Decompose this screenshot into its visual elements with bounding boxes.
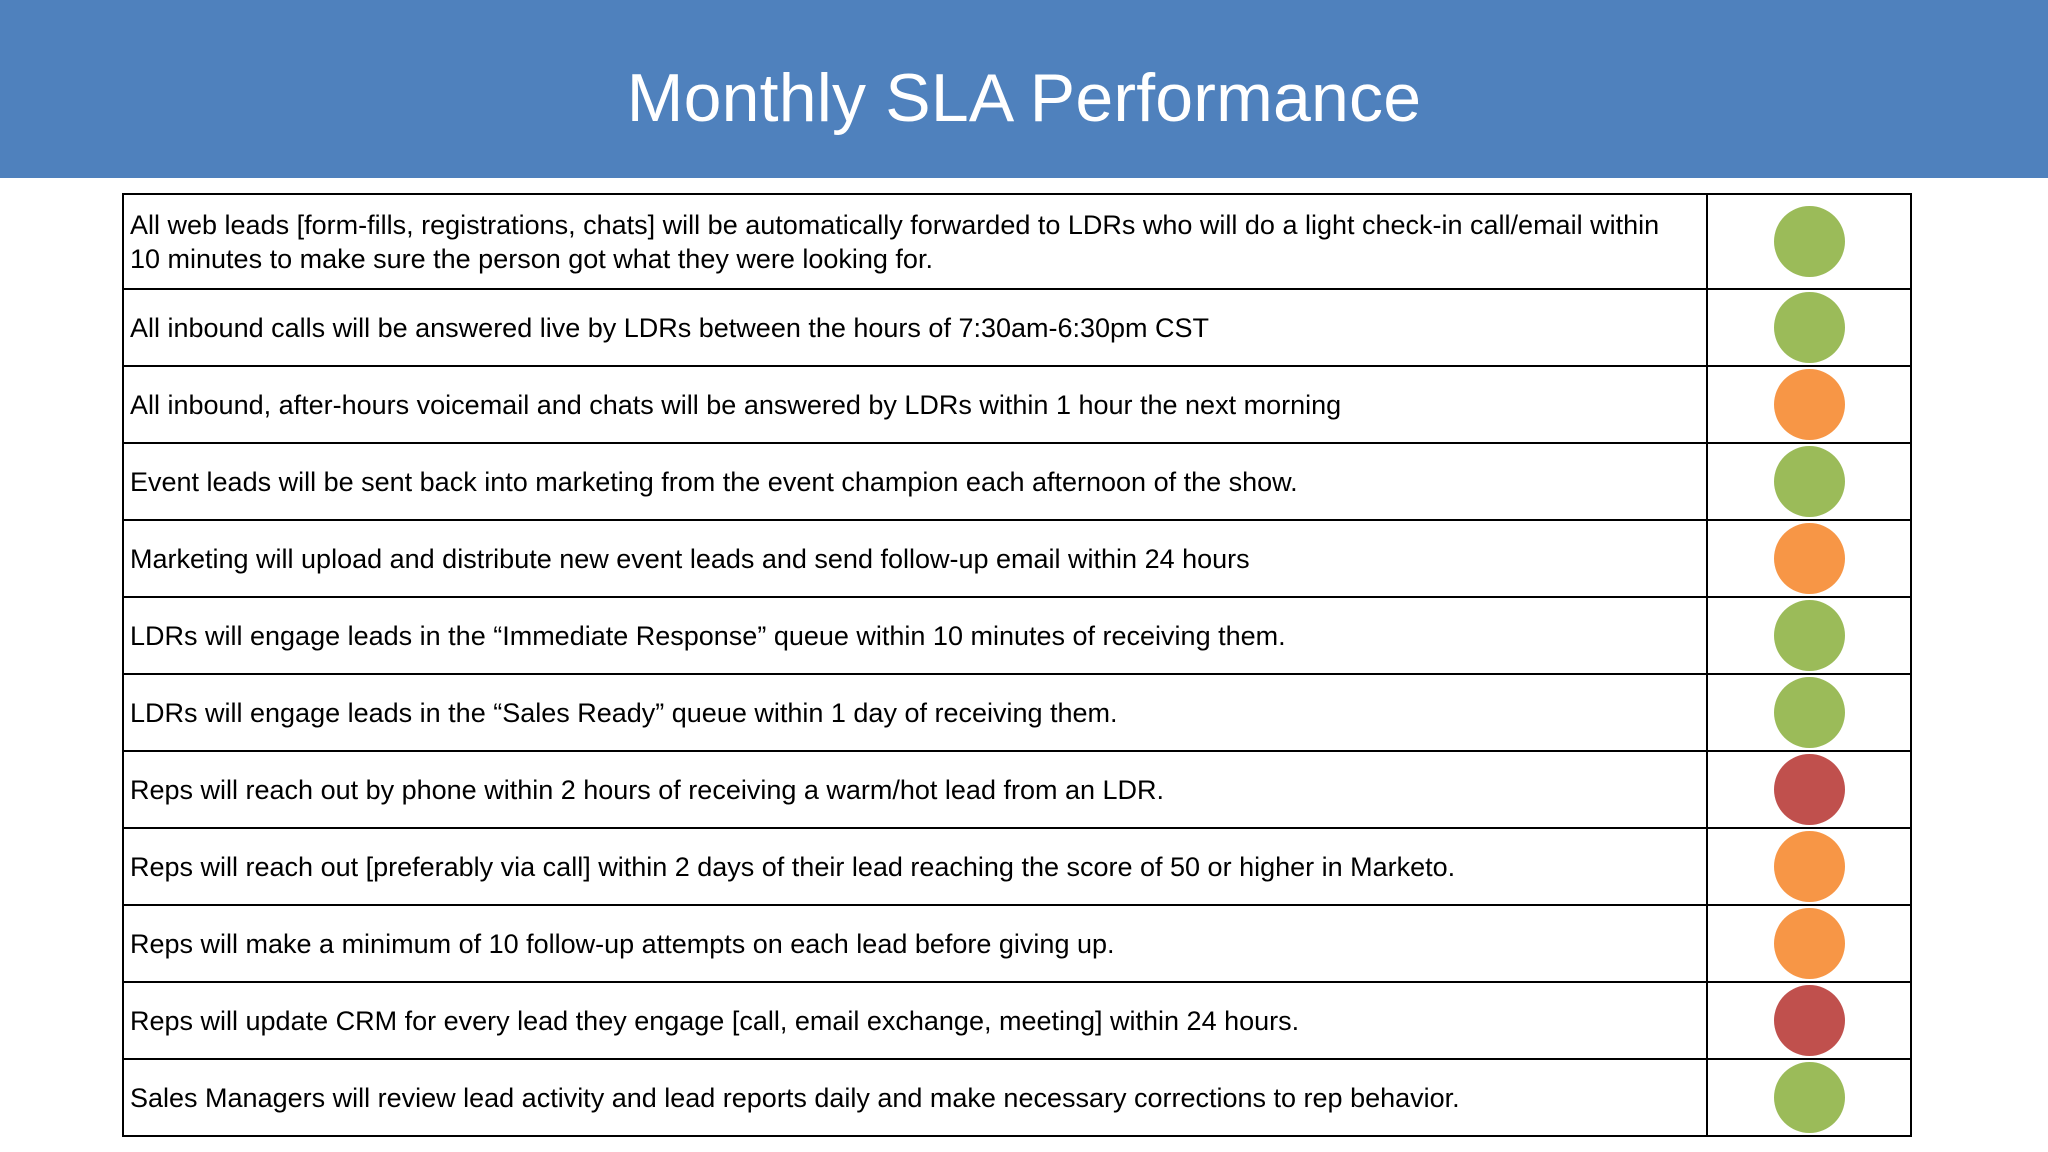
sla-row: Marketing will upload and distribute new… xyxy=(122,519,1912,598)
status-cell xyxy=(1706,750,1912,829)
sla-description: LDRs will engage leads in the “Immediate… xyxy=(122,596,1708,675)
status-indicator-icon xyxy=(1773,600,1845,671)
title-banner: Monthly SLA Performance xyxy=(0,0,2048,178)
status-indicator-icon xyxy=(1773,292,1845,363)
status-indicator-icon xyxy=(1773,754,1845,825)
sla-row: LDRs will engage leads in the “Immediate… xyxy=(122,596,1912,675)
status-indicator-icon xyxy=(1773,985,1845,1056)
sla-description: Reps will update CRM for every lead they… xyxy=(122,981,1708,1060)
status-cell xyxy=(1706,288,1912,367)
status-cell xyxy=(1706,519,1912,598)
status-cell xyxy=(1706,442,1912,521)
sla-description: Reps will make a minimum of 10 follow-up… xyxy=(122,904,1708,983)
status-cell xyxy=(1706,193,1912,290)
status-indicator-icon xyxy=(1773,446,1845,517)
status-indicator-icon xyxy=(1773,1062,1845,1133)
status-indicator-icon xyxy=(1773,677,1845,748)
sla-description: Marketing will upload and distribute new… xyxy=(122,519,1708,598)
sla-description: All inbound, after-hours voicemail and c… xyxy=(122,365,1708,444)
sla-description: LDRs will engage leads in the “Sales Rea… xyxy=(122,673,1708,752)
status-cell xyxy=(1706,827,1912,906)
sla-row: Reps will reach out by phone within 2 ho… xyxy=(122,750,1912,829)
status-indicator-icon xyxy=(1773,206,1845,277)
status-cell xyxy=(1706,365,1912,444)
sla-row: LDRs will engage leads in the “Sales Rea… xyxy=(122,673,1912,752)
sla-row: All web leads [form-fills, registrations… xyxy=(122,193,1912,290)
sla-description: Sales Managers will review lead activity… xyxy=(122,1058,1708,1137)
sla-row: Reps will update CRM for every lead they… xyxy=(122,981,1912,1060)
status-cell xyxy=(1706,673,1912,752)
status-indicator-icon xyxy=(1773,831,1845,902)
sla-description: Event leads will be sent back into marke… xyxy=(122,442,1708,521)
sla-description: All web leads [form-fills, registrations… xyxy=(122,193,1708,290)
sla-row: Reps will reach out [preferably via call… xyxy=(122,827,1912,906)
status-indicator-icon xyxy=(1773,523,1845,594)
sla-description: All inbound calls will be answered live … xyxy=(122,288,1708,367)
sla-row: All inbound, after-hours voicemail and c… xyxy=(122,365,1912,444)
slide-title: Monthly SLA Performance xyxy=(626,60,1422,136)
sla-row: Reps will make a minimum of 10 follow-up… xyxy=(122,904,1912,983)
sla-description: Reps will reach out [preferably via call… xyxy=(122,827,1708,906)
sla-table: All web leads [form-fills, registrations… xyxy=(122,193,1912,1137)
sla-row: Sales Managers will review lead activity… xyxy=(122,1058,1912,1137)
status-cell xyxy=(1706,981,1912,1060)
sla-row: Event leads will be sent back into marke… xyxy=(122,442,1912,521)
status-indicator-icon xyxy=(1773,908,1845,979)
status-indicator-icon xyxy=(1773,369,1845,440)
status-cell xyxy=(1706,1058,1912,1137)
status-cell xyxy=(1706,904,1912,983)
sla-row: All inbound calls will be answered live … xyxy=(122,288,1912,367)
status-cell xyxy=(1706,596,1912,675)
sla-description: Reps will reach out by phone within 2 ho… xyxy=(122,750,1708,829)
